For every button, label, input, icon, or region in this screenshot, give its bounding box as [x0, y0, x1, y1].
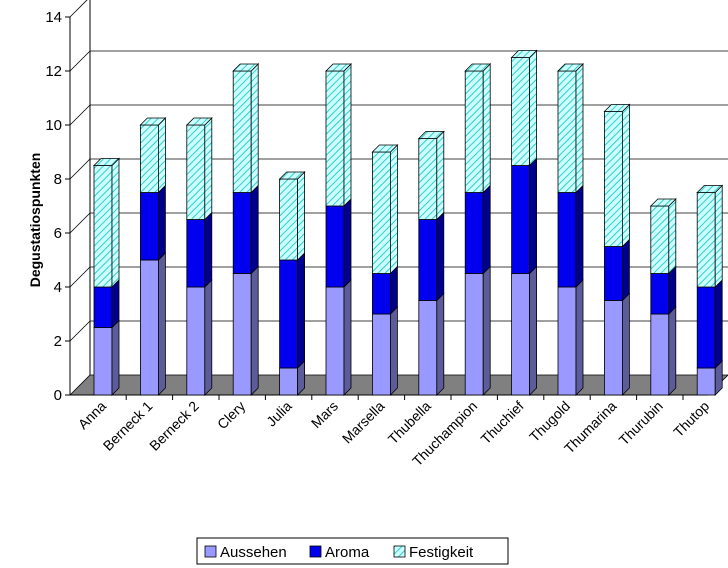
legend-swatch: [393, 545, 406, 558]
y-axis-title: Degustatiospunkten: [27, 153, 43, 288]
gridline: [69, 50, 91, 72]
bar-segment-aussehen: [93, 319, 120, 396]
bar-segment-festigkeit: [325, 63, 352, 207]
bar-segment-aussehen: [418, 292, 445, 396]
bar-segment-aussehen: [371, 306, 398, 396]
bar-segment-festigkeit: [278, 171, 306, 261]
bar-segment-festigkeit: [417, 130, 445, 221]
y-tick-label: 6: [54, 225, 62, 242]
legend-swatch: [309, 545, 322, 558]
x-tick-label: Thuchief: [477, 398, 526, 447]
bar-segment-aroma: [279, 252, 306, 369]
y-tick-label: 12: [45, 63, 62, 80]
x-tick-label: Mars: [308, 398, 341, 431]
x-tick-label: Clery: [214, 398, 248, 432]
bar-segment-aroma: [511, 157, 537, 275]
bar-segment-festigkeit: [603, 103, 631, 248]
legend: Aussehen Aroma Festigkeit: [196, 537, 509, 565]
bar-segment-festigkeit: [557, 63, 584, 194]
gridline: [69, 0, 88, 18]
legend-swatch: [204, 545, 217, 558]
bar-segment-aussehen: [511, 265, 537, 396]
y-tick-label: 10: [45, 117, 62, 134]
bar-segment-aroma: [186, 211, 213, 288]
bar-segment-aussehen: [604, 292, 630, 396]
bar-segment-festigkeit: [93, 157, 120, 288]
bar-segment-aroma: [650, 265, 677, 315]
bar-segment-aroma: [371, 265, 398, 315]
bar-segment-aroma: [232, 184, 259, 275]
bars: [93, 49, 724, 396]
bar-segment-aussehen: [650, 306, 677, 396]
bar-segment-festigkeit: [649, 198, 677, 275]
gridline: [69, 104, 91, 126]
bar-segment-festigkeit: [139, 117, 167, 194]
bar-segment-aroma: [139, 184, 166, 261]
gridline: [69, 320, 91, 342]
y-tick-label: 4: [54, 279, 62, 296]
bar-segment-festigkeit: [510, 49, 538, 167]
x-tick-label: Berneck 1: [100, 398, 156, 454]
bar-segment-festigkeit: [371, 144, 399, 275]
legend-label: Festigkeit: [409, 544, 474, 561]
bar-segment-aussehen: [325, 279, 352, 396]
bar-segment-aroma: [418, 211, 445, 302]
bar-segment-aussehen: [557, 279, 584, 396]
legend-label: Aussehen: [220, 544, 287, 561]
bar-segment-aroma: [464, 184, 491, 275]
x-tick-label: Anna: [75, 398, 110, 433]
gridline: [69, 158, 91, 180]
bar-segment-festigkeit: [464, 63, 492, 194]
bar-segment-aroma: [325, 198, 352, 288]
bar-segment-aussehen: [232, 265, 259, 396]
x-tick-label: Marsella: [339, 398, 388, 447]
bar-segment-festigkeit: [185, 117, 213, 221]
y-tick-label: 2: [54, 333, 62, 350]
x-tick-label: Julia: [263, 398, 295, 430]
legend-box: [196, 537, 509, 565]
bar-segment-aussehen: [186, 279, 213, 396]
legend-label: Aroma: [325, 544, 370, 561]
bar-segment-aroma: [604, 238, 630, 302]
bar-segment-aussehen: [464, 265, 491, 396]
x-tick-label: Thurubin: [616, 398, 666, 448]
bar-segment-festigkeit: [232, 63, 260, 194]
y-tick-label: 14: [45, 9, 62, 26]
y-tick-label: 8: [54, 171, 62, 188]
gridline: [69, 212, 91, 234]
x-tick-label: Berneck 2: [146, 398, 202, 454]
bar-segment-aussehen: [696, 360, 723, 396]
bar-segment-aroma: [557, 184, 584, 288]
bar-segment-aussehen: [139, 252, 166, 396]
y-tick-label: 0: [54, 387, 62, 404]
bar-segment-festigkeit: [696, 184, 724, 288]
x-tick-label: Thutop: [670, 398, 712, 440]
bar-segment-aroma: [93, 279, 120, 329]
x-tick-label: Thugold: [526, 398, 573, 445]
bar-segment-aroma: [696, 279, 723, 369]
gridline: [69, 266, 91, 288]
